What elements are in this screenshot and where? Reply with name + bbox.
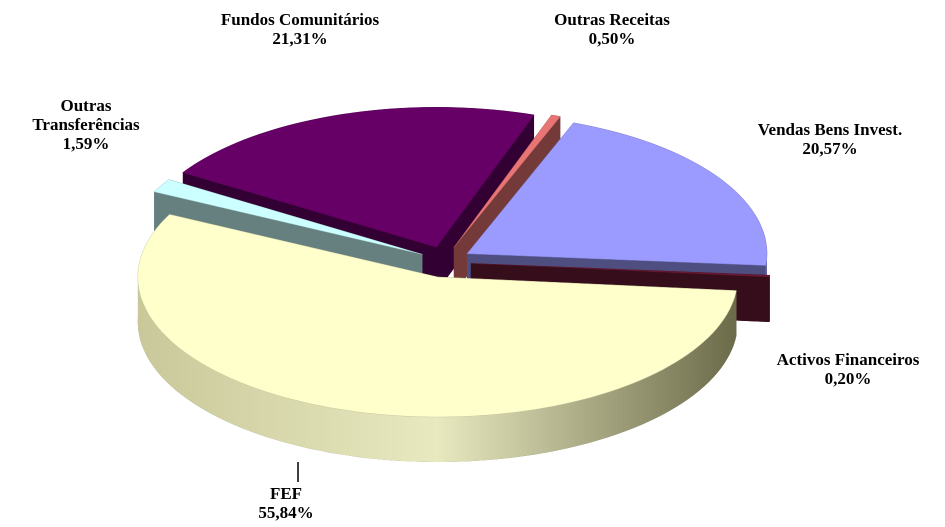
value-label: 0,50%	[588, 29, 636, 48]
slice-top	[182, 107, 535, 248]
slice-label: FEF 55,84%	[258, 484, 313, 522]
value-label: 55,84%	[258, 503, 314, 522]
slice-label: Vendas Bens Invest. 20,57%	[758, 120, 902, 158]
slice	[137, 214, 737, 462]
slice-label: Activos Financeiros 0,20%	[777, 350, 920, 388]
slice-label: Fundos Comunitários 21,31%	[221, 10, 379, 48]
slice-top	[453, 114, 561, 248]
slice-side	[137, 277, 737, 462]
slice-top	[153, 179, 423, 255]
slice-top	[137, 214, 737, 418]
value-label: 20,57%	[802, 139, 858, 158]
category-name: Outras Receitas	[554, 10, 670, 29]
category-name: Outras Transferências	[32, 96, 140, 134]
value-label: 21,31%	[272, 29, 328, 48]
category-name: Fundos Comunitários	[220, 10, 380, 29]
slice-top	[470, 263, 771, 278]
slice-label: Outras Receitas 0,50%	[554, 10, 670, 48]
value-label: 1,59%	[62, 134, 110, 153]
value-label: 0,20%	[824, 369, 872, 388]
category-name: Vendas Bens Invest.	[757, 120, 903, 139]
category-name: FEF	[269, 484, 303, 503]
slice-label: Outras Transferências 1,59%	[26, 96, 146, 153]
slice-top	[466, 122, 768, 266]
category-name: Activos Financeiros	[776, 350, 920, 369]
